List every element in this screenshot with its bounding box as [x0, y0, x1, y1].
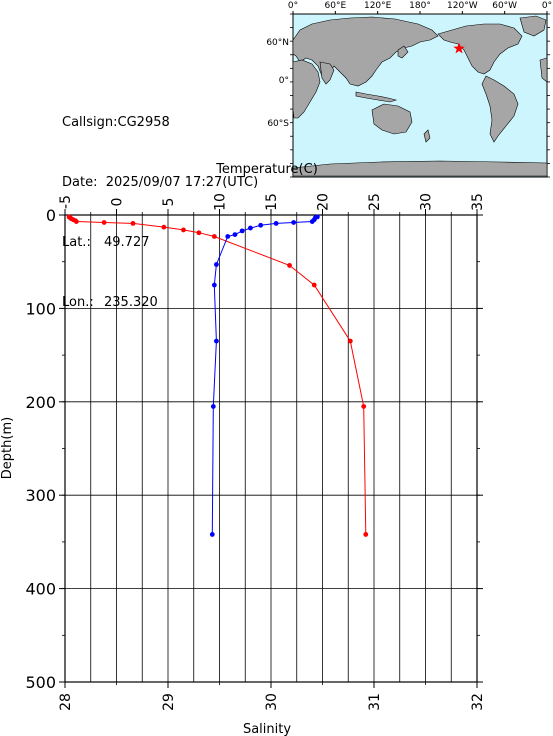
salinity-point	[209, 532, 215, 537]
latitude-value: 49.727	[104, 235, 150, 250]
map-longitude-label: 120°W	[447, 1, 478, 11]
land-india	[319, 61, 335, 85]
map-ticks: 0° 60°E 120°E 180° 120°W 60°W 0° 60°N 0° 60°S	[266, 1, 552, 178]
map-latitude-label: 0°	[279, 76, 289, 86]
salinity-point	[239, 228, 245, 234]
salinity-axis-title: Salinity	[243, 722, 291, 736]
temperature-tick-label: 20	[316, 193, 332, 211]
land-indonesia	[355, 91, 398, 103]
map-longitude-label: 0°	[288, 1, 298, 11]
temperature-point	[211, 234, 217, 239]
salinity-tick-label: 32	[470, 693, 486, 711]
salinity-point	[232, 232, 238, 238]
map-longitude-label: 60°E	[325, 1, 347, 11]
temperature-tick-label: 10	[213, 193, 229, 211]
salinity-tick-label: 30	[264, 693, 280, 711]
land-japan	[397, 45, 409, 59]
salinity-tick-label: 31	[367, 693, 383, 711]
temperature-point	[181, 227, 186, 233]
depth-tick-label: 200	[25, 393, 56, 412]
salinity-point	[225, 234, 231, 239]
world-map: 0° 60°E 120°E 180° 120°W 60°W 0° 60°N 0° 60°S	[266, 1, 552, 178]
temperature-tick-label: 0	[110, 198, 126, 207]
salinity-point	[309, 219, 315, 224]
temperature-point	[363, 532, 369, 537]
temperature-tick-label: 35	[470, 193, 486, 211]
temperature-point	[73, 219, 79, 224]
temperature-point	[361, 404, 367, 409]
temperature-point	[161, 224, 167, 230]
salinity-tick-label: 28	[58, 693, 74, 711]
star-icon	[453, 42, 465, 54]
temperature-point	[287, 263, 292, 268]
temperature-tick-label: 25	[367, 193, 383, 211]
land-greenland	[519, 15, 547, 37]
depth-tick-label: 500	[25, 673, 56, 692]
latitude-row: Lat.: 49.727	[62, 233, 258, 253]
temperature-point	[311, 282, 317, 288]
land-africa	[292, 59, 321, 119]
salinity-point	[291, 220, 297, 225]
series-layer	[66, 214, 369, 537]
land-south-america	[481, 75, 519, 143]
depth-tick-label: 300	[25, 486, 56, 505]
salinity-point	[248, 225, 253, 231]
callsign-text: Callsign:CG2958	[62, 115, 170, 130]
land-new-zealand	[423, 129, 431, 143]
location-marker	[453, 42, 465, 54]
salinity-tick-label: 29	[161, 693, 177, 711]
map-longitude-label: 120°E	[364, 1, 392, 11]
temperature-point	[101, 220, 107, 225]
temperature-tick-label: -5	[58, 195, 74, 209]
salinity-point	[210, 404, 216, 409]
land-australia	[371, 103, 413, 135]
temperature-tick-label: 15	[264, 193, 280, 211]
map-land	[292, 15, 548, 177]
longitude-row: Lon.: 235.320	[62, 293, 258, 313]
salinity-point	[258, 222, 264, 228]
map-longitude-label: 0°	[542, 1, 552, 11]
map-longitude-label: 60°W	[492, 1, 517, 11]
depth-tick-label: 100	[25, 299, 56, 318]
temperature-point	[347, 338, 353, 344]
temperature-tick-label: 30	[419, 193, 435, 211]
salinity-point	[211, 282, 217, 288]
longitude-value: 235.320	[104, 295, 158, 310]
salinity-point	[273, 221, 279, 226]
map-latitude-label: 60°S	[267, 119, 289, 129]
latitude-label: Lat.:	[62, 235, 91, 250]
temperature-tick-label: 5	[161, 198, 177, 207]
salinity-point	[214, 262, 219, 267]
map-latitude-label: 60°N	[266, 38, 289, 48]
temperature-point	[130, 221, 136, 226]
salinity-point	[214, 338, 219, 344]
land-antarctica	[292, 160, 548, 177]
depth-axis-title: Depth(m)	[0, 417, 15, 479]
temperature-point	[196, 230, 202, 236]
depth-tick-label: 0	[46, 206, 56, 225]
longitude-label: Lon.:	[62, 295, 94, 310]
map-longitude-label: 180°	[409, 1, 431, 11]
depth-tick-label: 400	[25, 580, 56, 599]
date-text: Date: 2025/09/07 17:27(UTC)	[62, 175, 259, 190]
temperature-axis-title: Temperature(C)	[215, 162, 318, 177]
station-info: Callsign:CG2958 Date: 2025/09/07 17:27(U…	[62, 73, 258, 333]
